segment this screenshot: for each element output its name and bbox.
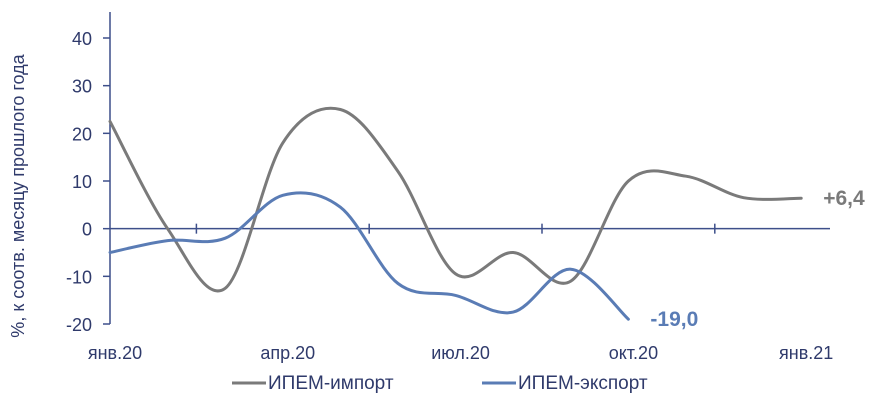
y-axis: -20 -10 0 10 20 30 40 <box>66 12 111 335</box>
series-line-1 <box>108 106 803 293</box>
legend-label-2: ИПЕМ-экспорт <box>518 373 648 394</box>
y-tick-label: 30 <box>72 77 92 97</box>
y-tick-label: -20 <box>66 315 92 335</box>
y-tick-label: 20 <box>72 124 92 144</box>
y-tick-label: -10 <box>66 267 92 287</box>
y-tick-label: 40 <box>72 29 92 49</box>
y-axis-label: %, к соотв. месяцу прошлого года <box>8 53 28 337</box>
x-tick-label: окт.20 <box>609 343 658 363</box>
legend: ИПЕМ-импорт ИПЕМ-экспорт <box>232 373 648 394</box>
x-tick-label: янв.21 <box>779 343 833 363</box>
x-tick-label: июл.20 <box>431 343 490 363</box>
y-tick-label: 10 <box>72 172 92 192</box>
x-tick-label: янв.20 <box>88 343 142 363</box>
series-end-label-1: +6,4 <box>823 187 865 210</box>
y-tick-label: 0 <box>82 220 92 240</box>
end-labels: +6,4 -19,0 <box>650 187 865 331</box>
series-line-2 <box>108 191 630 321</box>
series-lines <box>108 106 803 321</box>
series-end-label-2: -19,0 <box>650 308 698 331</box>
x-tick-label: апр.20 <box>260 343 315 363</box>
legend-label-1: ИПЕМ-импорт <box>268 373 394 394</box>
x-axis: янв.20 апр.20 июл.20 окт.20 янв.21 <box>88 223 833 363</box>
